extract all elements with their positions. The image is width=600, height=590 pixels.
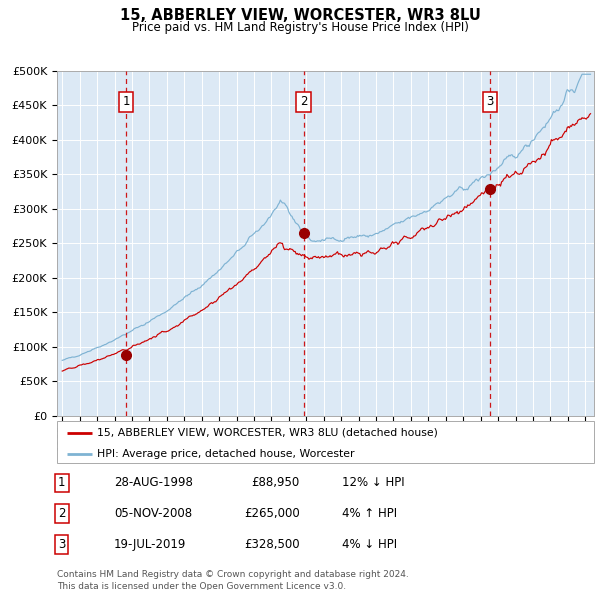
Text: HPI: Average price, detached house, Worcester: HPI: Average price, detached house, Worc… <box>97 449 355 459</box>
Text: 4% ↑ HPI: 4% ↑ HPI <box>342 507 397 520</box>
Text: 2: 2 <box>300 96 307 109</box>
Text: £265,000: £265,000 <box>244 507 300 520</box>
Text: 12% ↓ HPI: 12% ↓ HPI <box>342 477 404 490</box>
Text: 19-JUL-2019: 19-JUL-2019 <box>114 538 187 551</box>
Text: Contains HM Land Registry data © Crown copyright and database right 2024.
This d: Contains HM Land Registry data © Crown c… <box>57 571 409 590</box>
Text: 28-AUG-1998: 28-AUG-1998 <box>114 477 193 490</box>
Text: £88,950: £88,950 <box>252 477 300 490</box>
Text: Price paid vs. HM Land Registry's House Price Index (HPI): Price paid vs. HM Land Registry's House … <box>131 21 469 34</box>
Text: 15, ABBERLEY VIEW, WORCESTER, WR3 8LU: 15, ABBERLEY VIEW, WORCESTER, WR3 8LU <box>119 8 481 22</box>
Text: 1: 1 <box>58 477 65 490</box>
FancyBboxPatch shape <box>57 421 594 463</box>
Text: 3: 3 <box>58 538 65 551</box>
Text: £328,500: £328,500 <box>244 538 300 551</box>
Text: 3: 3 <box>487 96 494 109</box>
Text: 4% ↓ HPI: 4% ↓ HPI <box>342 538 397 551</box>
Text: 2: 2 <box>58 507 65 520</box>
Text: 1: 1 <box>122 96 130 109</box>
Text: 05-NOV-2008: 05-NOV-2008 <box>114 507 192 520</box>
Text: 15, ABBERLEY VIEW, WORCESTER, WR3 8LU (detached house): 15, ABBERLEY VIEW, WORCESTER, WR3 8LU (d… <box>97 428 438 438</box>
